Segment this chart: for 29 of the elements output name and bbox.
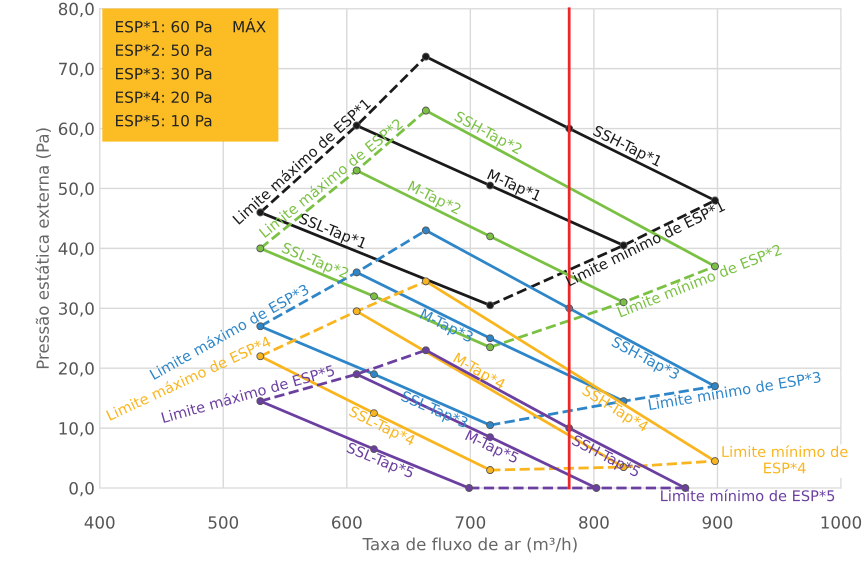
y-tick-label: 30,0 [59,302,94,317]
annotation: ESP*4: 20 Pa [116,91,212,103]
annotation: ESP*5: 10 Pa [116,114,212,126]
y-tick-label: 60,0 [58,122,94,137]
x-axis-title: Taxa de fluxo de ar (m³/h) [362,538,577,552]
y-tick-label: 40,0 [58,242,94,257]
series-label: Limite mínimo de ESP*5 [661,489,834,502]
x-tick-label: 400 [84,516,115,529]
x-tick-label: 700 [456,516,486,529]
point [486,232,494,240]
x-tick-label: 500 [208,516,238,529]
annotation: ESP*1: 60 Pa MÁX [116,18,266,33]
x-tick-label: 900 [702,516,732,529]
y-tick-label: 50,0 [59,182,94,197]
point [486,334,494,342]
series-label: Limite mínimo de ESP*4 [722,445,848,474]
point [370,370,378,378]
y-tick-label: 80,0 [58,2,94,17]
x-tick-label: 600 [332,516,362,529]
annotation: ESP*3: 30 Pa [116,68,212,80]
y-tick-label: 70,0 [59,62,94,77]
y-tick-label: 10,0 [60,422,94,436]
y-tick-label: 0,0 [69,482,94,496]
x-tick-label: 1000 [822,516,862,529]
y-tick-label: 20,0 [58,362,94,376]
point [370,292,378,300]
annotation: ESP*2: 50 Pa [116,44,212,56]
x-tick-label: 800 [579,516,609,529]
y-axis-title: Pressão estática externa (Pa) [35,128,51,368]
